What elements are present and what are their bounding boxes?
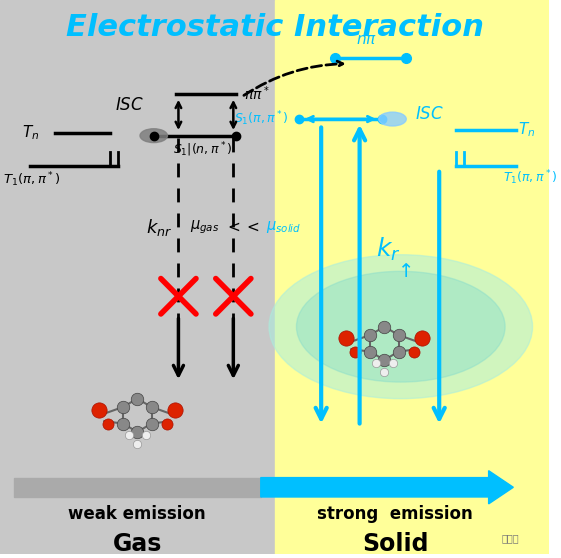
Ellipse shape <box>140 129 167 143</box>
Bar <box>274 0 549 554</box>
Text: $S_1(\pi,\pi^*)$: $S_1(\pi,\pi^*)$ <box>233 110 288 128</box>
Text: $k_r$: $k_r$ <box>376 235 401 263</box>
Text: $T_1(\pi,\pi^*)$: $T_1(\pi,\pi^*)$ <box>3 171 60 189</box>
Text: $\mu_{solid}$: $\mu_{solid}$ <box>266 219 302 235</box>
Text: $\uparrow$: $\uparrow$ <box>394 262 412 281</box>
Ellipse shape <box>269 254 532 398</box>
Ellipse shape <box>296 271 505 382</box>
Text: $k_{nr}$: $k_{nr}$ <box>146 217 172 238</box>
Text: Solid: Solid <box>362 532 429 556</box>
Bar <box>0 0 274 554</box>
Text: strong  emission: strong emission <box>318 505 473 523</box>
FancyArrow shape <box>261 471 513 504</box>
Text: 泰科技: 泰科技 <box>502 533 519 543</box>
Text: $T_1(\pi,\pi^*)$: $T_1(\pi,\pi^*)$ <box>503 168 557 186</box>
Text: $\mu_{gas}$: $\mu_{gas}$ <box>190 218 219 236</box>
Text: $ISC$: $ISC$ <box>415 104 444 123</box>
Ellipse shape <box>379 112 406 126</box>
Text: $T_n$: $T_n$ <box>518 121 536 140</box>
Text: Gas: Gas <box>113 532 162 556</box>
Text: $ISC$: $ISC$ <box>114 96 144 114</box>
Text: weak emission: weak emission <box>68 505 206 523</box>
Text: $S_1|(n,\pi^*)$: $S_1|(n,\pi^*)$ <box>173 140 233 159</box>
Text: $n\pi^*$: $n\pi^*$ <box>356 30 385 48</box>
Text: Electrostatic Interaction: Electrostatic Interaction <box>66 13 484 42</box>
FancyArrow shape <box>13 478 261 497</box>
Text: $T_n$: $T_n$ <box>21 123 39 142</box>
Text: $\pi\pi^*$: $\pi\pi^*$ <box>244 85 270 103</box>
Text: $<<$: $<<$ <box>225 219 260 234</box>
